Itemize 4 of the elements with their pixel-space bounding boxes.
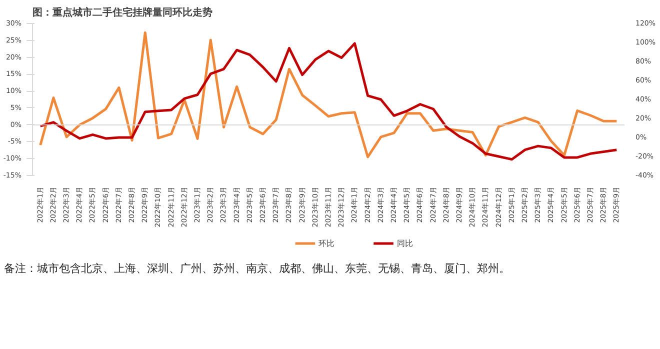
legend-label: 同比 bbox=[397, 239, 413, 248]
text: 备注：城市包含北京、上海、深圳、广州、苏州、南京、成都、佛山、东莞、无锡、青岛、厦门、郑州。 bbox=[4, 261, 510, 277]
chart-title: 图：重点城市二手住宅挂牌量同环比走势 bbox=[32, 6, 212, 18]
legend-label: 环比 bbox=[318, 239, 335, 248]
